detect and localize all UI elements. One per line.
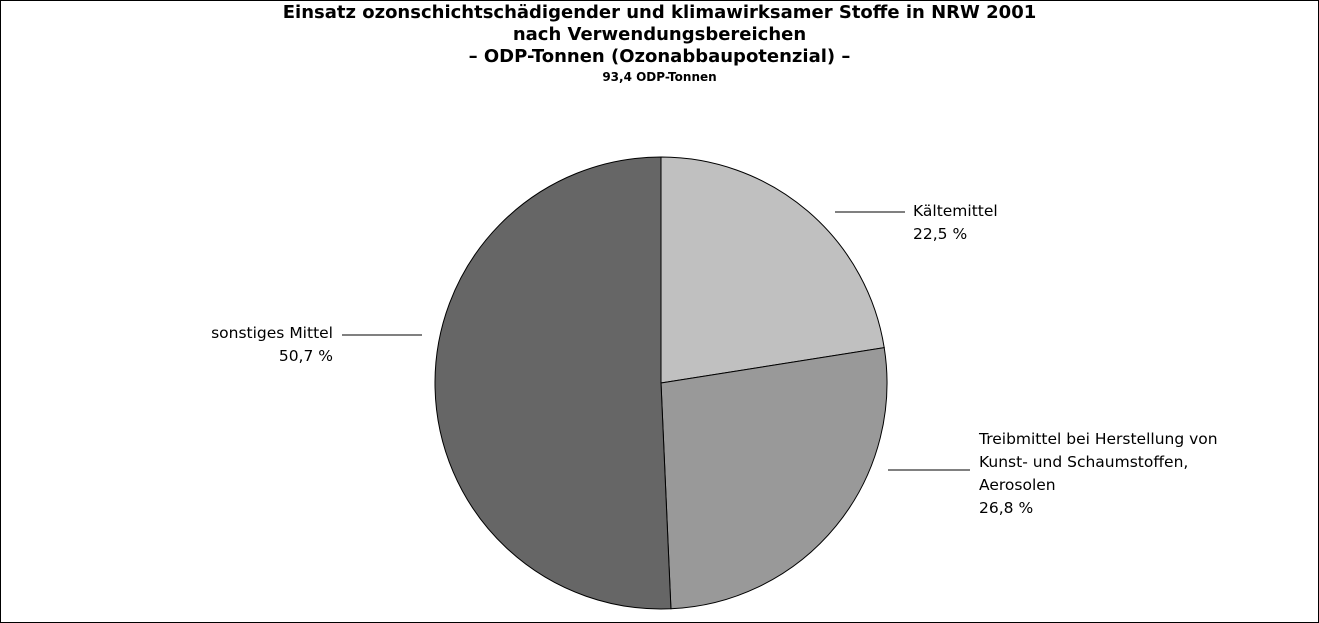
value-label: 50,7 % <box>278 347 333 365</box>
slice-label: Treibmittel bei Herstellung von Kunst- u… <box>979 428 1229 520</box>
category-label: Kältemittel <box>913 202 998 220</box>
chart-title: nach Verwendungsbereichen <box>512 24 807 45</box>
category-label: Treibmittel bei Herstellung von Kunst- u… <box>979 430 1218 494</box>
slice-label: Kältemittel 22,5 % <box>913 200 998 246</box>
pie-slice <box>434 156 672 610</box>
pie-slice <box>660 347 888 610</box>
chart-title: – ODP-Tonnen (Ozonabbaupotenzial) – <box>468 46 851 67</box>
slice-label: sonstiges Mittel 50,7 % <box>211 322 333 368</box>
chart-subtitle: 93,4 ODP-Tonnen <box>602 70 717 84</box>
value-label: 22,5 % <box>913 225 968 243</box>
chart-title: Einsatz ozonschichtschädigender und klim… <box>282 2 1037 23</box>
category-label: sonstiges Mittel <box>211 324 333 342</box>
pie-slice <box>660 156 885 384</box>
value-label: 26,8 % <box>979 499 1034 517</box>
